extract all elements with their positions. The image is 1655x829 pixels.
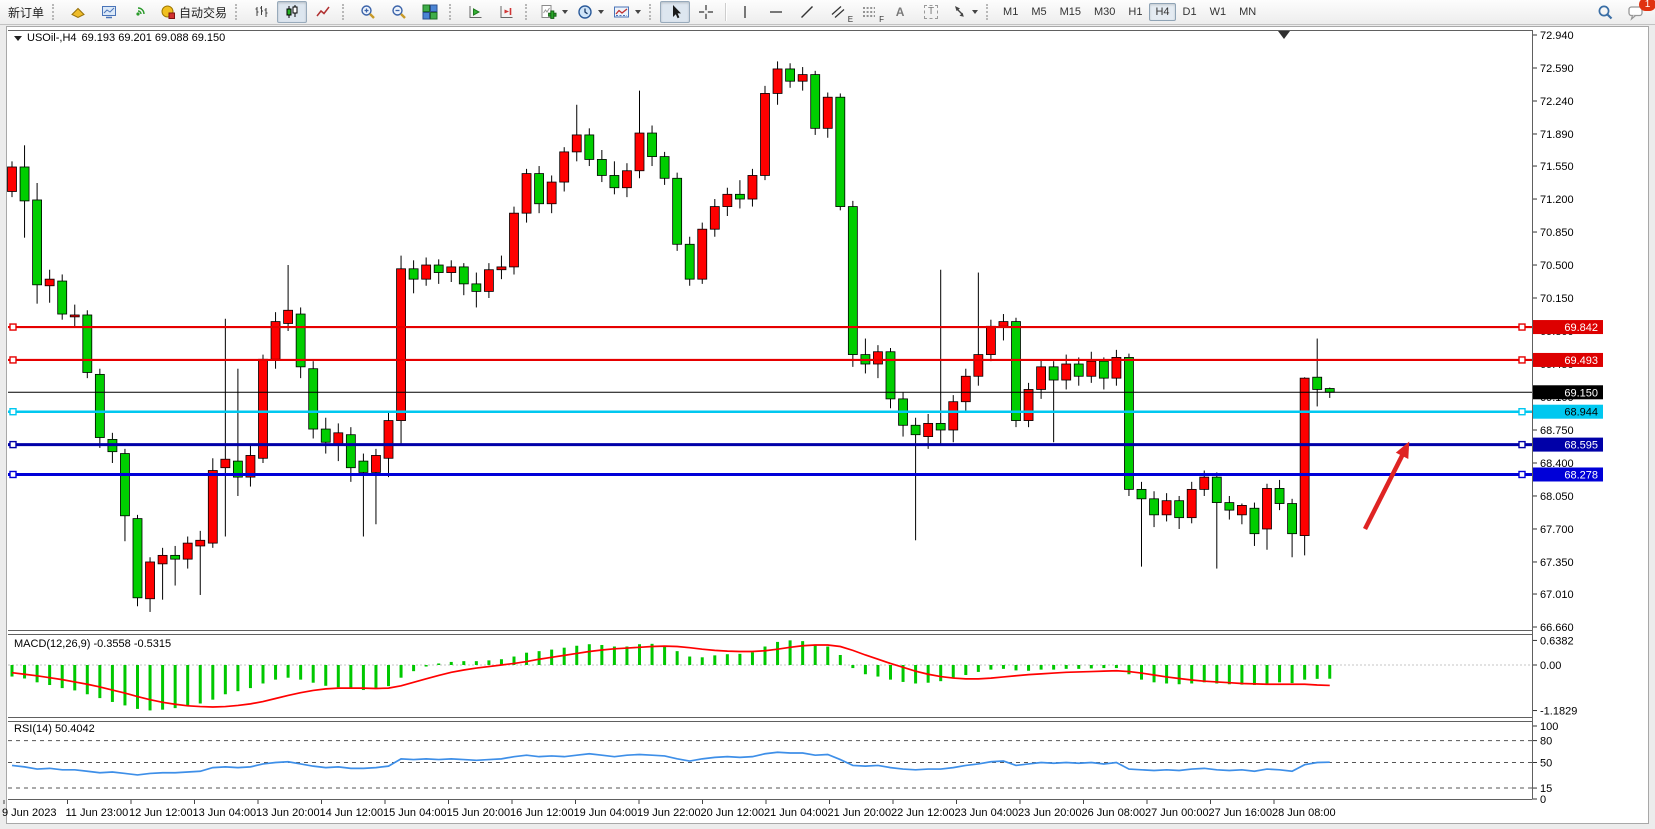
channel-subscript: E: [847, 15, 854, 24]
tile-windows-icon: [422, 4, 438, 20]
toolbar: 新订单 自动交易 E F A T M1 M5 M15 M30 H1 H4 D1 W1 MN 1: [0, 0, 1655, 25]
signals-button[interactable]: [125, 1, 155, 23]
arrows-button[interactable]: [947, 1, 982, 23]
auto-scroll-button[interactable]: [460, 1, 490, 23]
chevron-down-icon: [562, 10, 569, 14]
bar-chart-icon: [253, 4, 269, 20]
chart-shift-icon: [498, 4, 514, 20]
new-chart-icon: [101, 4, 117, 20]
macd-label-text: MACD(12,26,9) -0.3558 -0.5315: [14, 638, 172, 650]
chat-button[interactable]: 1: [1621, 0, 1655, 23]
bar-chart-button[interactable]: [246, 1, 276, 23]
timeframe-M1[interactable]: M1: [1003, 6, 1019, 18]
horizontal-line-icon: [768, 4, 784, 20]
zoom-in-icon: [360, 4, 376, 20]
cursor-button[interactable]: [660, 1, 691, 23]
fibonacci-icon: [861, 4, 877, 20]
auto-trading-label: 自动交易: [179, 5, 228, 20]
chart-title: USOil-,H4 69.193 69.201 69.088 69.150: [14, 32, 225, 44]
chart-shift-button[interactable]: [491, 1, 521, 23]
search-icon: [1597, 4, 1614, 21]
new-order-button[interactable]: 新订单: [4, 1, 48, 23]
line-chart-icon: [315, 4, 331, 20]
crosshair-icon: [698, 4, 714, 20]
timeframe-toolbar: M1 M5 M15 M30 H1 H4 D1 W1 MN: [997, 3, 1262, 21]
toolbar-grip: [986, 4, 993, 20]
macd-label: MACD(12,26,9) -0.3558 -0.5315: [14, 638, 171, 650]
timeframe-H1[interactable]: H1: [1128, 6, 1143, 18]
rsi-label: RSI(14) 50.4042: [14, 723, 95, 735]
chevron-down-icon: [598, 10, 605, 14]
toolbar-grip: [52, 4, 59, 20]
templates-icon: [613, 4, 630, 20]
vertical-line-button[interactable]: [730, 1, 760, 23]
equidistant-channel-button[interactable]: E: [823, 1, 854, 24]
chart-symbol-label: USOil-,H4: [27, 32, 77, 44]
new-order-label: 新订单: [8, 5, 45, 20]
chat-icon: [1627, 4, 1646, 21]
search-button[interactable]: [1590, 1, 1620, 23]
horizontal-line-button[interactable]: [761, 1, 791, 23]
timeframe-M30[interactable]: M30: [1094, 6, 1116, 18]
arrows-icon: [951, 4, 967, 20]
timeframe-D1[interactable]: D1: [1182, 6, 1197, 18]
new-chart-button[interactable]: [94, 1, 124, 23]
toolbar-grip: [449, 4, 456, 20]
timeframe-H4[interactable]: H4: [1149, 3, 1176, 21]
line-chart-button[interactable]: [308, 1, 338, 23]
periods-icon: [577, 4, 593, 20]
toolbar-grip: [525, 4, 532, 20]
indicators-icon: [540, 4, 557, 21]
zoom-out-button[interactable]: [384, 1, 414, 23]
toolbar-grip: [342, 4, 349, 20]
autotrading-icon: [160, 4, 176, 20]
timeframe-W1[interactable]: W1: [1209, 6, 1227, 18]
signals-icon: [132, 4, 148, 20]
text-label-icon: T: [923, 5, 939, 19]
cursor-icon: [667, 4, 683, 20]
vertical-line-icon: [738, 4, 752, 20]
text-button[interactable]: A: [885, 1, 915, 23]
chevron-down-icon: [972, 10, 979, 14]
zoom-out-icon: [391, 4, 407, 20]
auto-scroll-icon: [467, 4, 483, 20]
fibonacci-button[interactable]: F: [854, 1, 885, 24]
text-icon: A: [895, 5, 905, 19]
indicators-button[interactable]: [536, 1, 572, 23]
timeframe-MN[interactable]: MN: [1239, 6, 1257, 18]
equidistant-channel-icon: [830, 4, 846, 20]
auto-trading-button[interactable]: 自动交易: [156, 1, 231, 23]
notification-badge: 1: [1639, 0, 1655, 11]
chart-window: [6, 26, 1649, 824]
timeframe-M5[interactable]: M5: [1031, 6, 1047, 18]
market-watch-button[interactable]: [63, 1, 93, 23]
chevron-down-icon: [635, 10, 642, 14]
trendline-button[interactable]: [792, 1, 822, 23]
zoom-in-button[interactable]: [353, 1, 383, 23]
trendline-icon: [799, 4, 815, 20]
candlestick-chart-button[interactable]: [277, 1, 308, 23]
market-watch-icon: [70, 4, 86, 20]
candlestick-chart-icon: [284, 4, 300, 20]
fibonacci-subscript: F: [879, 15, 885, 24]
text-label-button[interactable]: T: [916, 1, 946, 23]
symbol-dropdown-icon[interactable]: [14, 35, 22, 41]
timeframe-M15[interactable]: M15: [1059, 6, 1081, 18]
crosshair-button[interactable]: [691, 1, 721, 23]
templates-button[interactable]: [609, 1, 645, 23]
toolbar-grip: [235, 4, 242, 20]
toolbar-separator: [725, 3, 727, 21]
toolbar-grip: [649, 4, 656, 20]
rsi-label-text: RSI(14) 50.4042: [14, 723, 95, 735]
tile-windows-button[interactable]: [415, 1, 445, 23]
periods-button[interactable]: [573, 1, 608, 23]
chart-ohlc-values: 69.193 69.201 69.088 69.150: [81, 32, 226, 44]
